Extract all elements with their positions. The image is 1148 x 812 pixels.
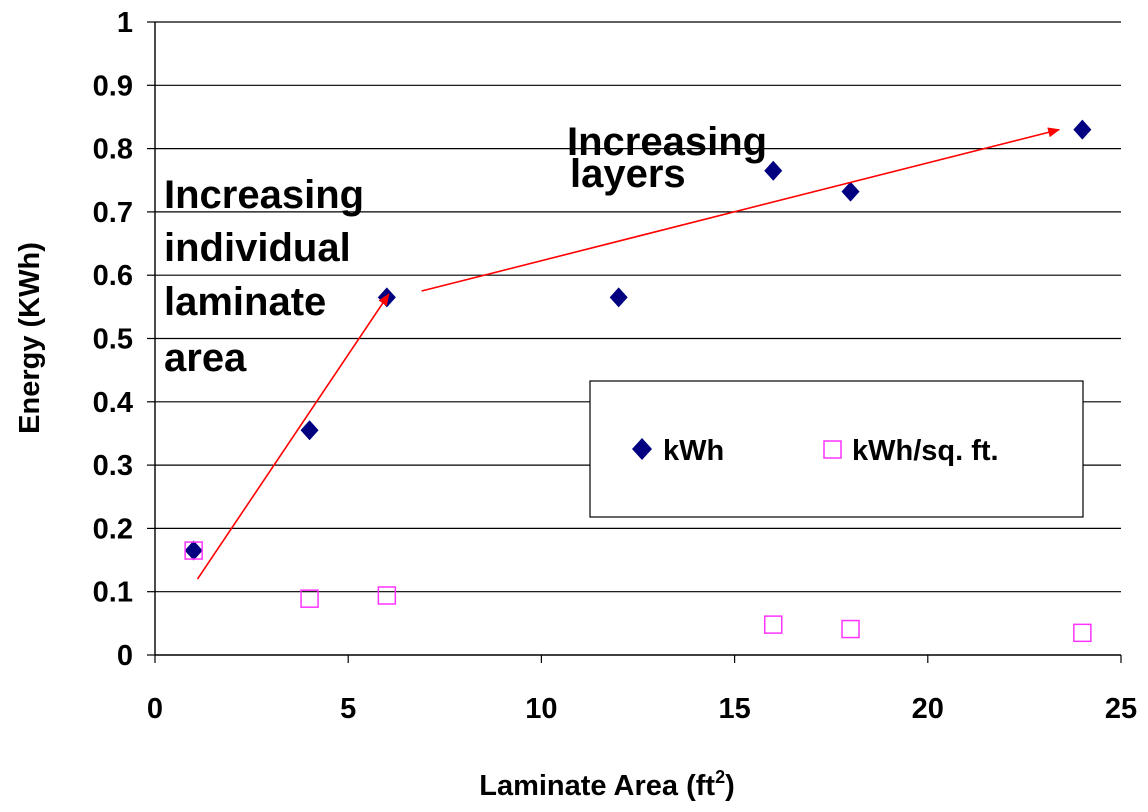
kwh-per-sqft-point-0 [184, 541, 203, 560]
x-axis-title: Laminate Area (ft2) [479, 767, 735, 802]
x-tick-label-1: 5 [340, 693, 356, 725]
y-tick-label-0: 0 [117, 640, 133, 672]
x-axis-title-suffix: ) [725, 770, 735, 802]
annotation-left-line-1: individual [164, 226, 351, 270]
y-tick-label-8: 0.8 [93, 134, 133, 166]
y-tick-label-6: 0.6 [93, 260, 133, 292]
x-axis-title-main: Laminate Area (ft [479, 770, 715, 802]
axes [147, 21, 1122, 663]
legend: kWh kWh/sq. ft. [589, 380, 1084, 518]
annotation-arrows [196, 127, 1061, 580]
kwh-per-sqft-point-4 [841, 619, 860, 639]
legend-kwh-per-sqft-marker [823, 440, 842, 459]
x-tick-label-3: 15 [718, 693, 750, 725]
kwh-point-5 [841, 181, 860, 202]
annotation-left-line-2: laminate [164, 280, 326, 324]
kwh-per-sqft-point-1 [300, 589, 319, 608]
y-tick-label-4: 0.4 [93, 387, 133, 419]
y-tick-label-10: 1 [117, 7, 133, 39]
y-tick-label-5: 0.5 [93, 324, 133, 356]
y-axis-title: Energy (KWh) [14, 242, 46, 434]
annotation-right-line-1: layers [570, 152, 686, 196]
kwh-point-0 [184, 540, 203, 561]
kwh-per-sqft-point-2 [377, 586, 397, 605]
y-tick-labels: 0 0.1 0.2 0.3 0.4 0.5 0.6 0.7 0.8 0.9 1 [93, 7, 133, 672]
annotation-left-line-3: area [164, 336, 247, 380]
legend-box [589, 380, 1084, 518]
kwh-point-4 [764, 160, 783, 181]
legend-kwh-label: kWh [663, 435, 724, 467]
kwh-point-6 [1073, 119, 1092, 140]
y-tick-label-2: 0.2 [93, 513, 133, 545]
kwh-per-sqft-point-5 [1073, 623, 1092, 643]
x-tick-label-2: 10 [525, 693, 557, 725]
x-tick-label-4: 20 [912, 693, 944, 725]
kwh-point-1 [300, 420, 319, 441]
annotation-text: Increasing individual laminate area Increasi… [164, 120, 767, 380]
x-tick-label-5: 25 [1105, 693, 1137, 725]
y-tick-label-3: 0.3 [93, 450, 133, 482]
annotation-arrow-0 [196, 293, 390, 580]
x-tick-labels: 0 5 10 15 20 25 [147, 693, 1137, 725]
annotation-left-line-0: Increasing [164, 173, 364, 217]
annotation-arrow-1 [421, 127, 1061, 292]
y-tick-label-1: 0.1 [93, 577, 133, 609]
legend-kwh-marker [632, 438, 652, 460]
y-tick-label-9: 0.9 [93, 70, 133, 102]
x-tick-label-0: 0 [147, 693, 163, 725]
legend-kwh-per-sqft-label: kWh/sq. ft. [852, 435, 999, 467]
y-tick-label-7: 0.7 [93, 197, 133, 229]
kwh-point-3 [609, 287, 628, 308]
kwh-per-sqft-point-3 [763, 615, 783, 634]
annotation-right-line-0: Increasing [567, 120, 767, 164]
x-axis-title-superscript: 2 [715, 767, 725, 787]
